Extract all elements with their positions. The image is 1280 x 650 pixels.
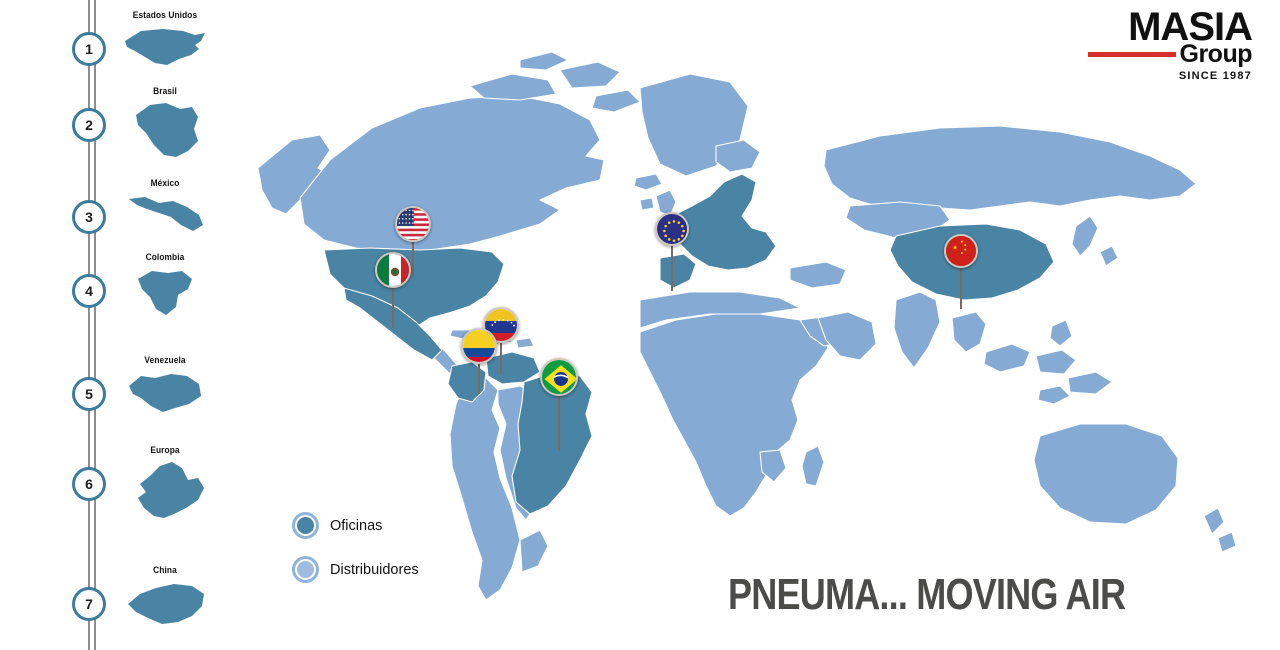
country-shape-china-icon — [110, 578, 220, 630]
pin-stem — [500, 325, 502, 375]
flag-co-icon — [461, 328, 497, 364]
sidebar-item-label: Venezuela — [144, 355, 186, 366]
pin-stem — [558, 377, 560, 451]
legend-dot-distributor — [297, 561, 314, 578]
brand-red-bar — [1087, 52, 1176, 57]
sidebar-item-label: Europa — [150, 445, 180, 456]
flag-ve-icon — [483, 307, 519, 343]
pin-stem — [392, 270, 394, 328]
map-pin-co[interactable] — [461, 328, 497, 394]
flag-br-icon — [540, 358, 578, 396]
timeline-node-6[interactable]: 6 — [72, 467, 106, 501]
map-pin-mx[interactable] — [375, 252, 411, 328]
timeline-node-4[interactable]: 4 — [72, 274, 106, 308]
sidebar-item-label: México — [150, 178, 180, 189]
tagline: PNEUMA... MOVING AIR — [728, 570, 1126, 619]
country-shape-usa-icon — [110, 23, 220, 71]
timeline-node-3[interactable]: 3 — [72, 200, 106, 234]
map-legend: Oficinas Distribuidores — [292, 512, 419, 600]
sidebar-item-brazil[interactable]: Brasil — [110, 86, 220, 161]
map-pin-br[interactable] — [540, 358, 578, 451]
timeline-node-7[interactable]: 7 — [72, 587, 106, 621]
map-pin-eu[interactable] — [655, 212, 689, 291]
pin-stem — [671, 229, 673, 291]
sidebar-item-label: Estados Unidos — [132, 10, 198, 21]
legend-item-oficinas: Oficinas — [292, 512, 419, 539]
timeline-rail — [88, 0, 98, 650]
sidebar-item-label: China — [153, 565, 177, 576]
country-shape-colombia-icon — [110, 265, 220, 317]
map-pin-us[interactable] — [395, 206, 431, 276]
sidebar-item-mexico[interactable]: México — [110, 178, 220, 239]
sidebar-item-europe[interactable]: Europa — [110, 445, 220, 520]
country-shape-venezuela-icon — [110, 368, 220, 418]
legend-label-office: Oficinas — [330, 517, 383, 534]
office-regions — [323, 173, 1055, 515]
timeline-node-5[interactable]: 5 — [72, 377, 106, 411]
country-shape-mexico-icon — [110, 191, 220, 239]
brand-sub: Group — [1179, 40, 1253, 68]
legend-item-distribuidores: Distribuidores — [292, 556, 419, 583]
timeline-node-1[interactable]: 1 — [72, 32, 106, 66]
sidebar-item-label: Brasil — [153, 86, 177, 97]
sidebar-item-label: Colombia — [145, 252, 185, 263]
country-shape-europe-icon — [110, 458, 220, 520]
map-pin-cn[interactable] — [944, 234, 978, 309]
timeline-node-2[interactable]: 2 — [72, 108, 106, 142]
legend-dot-office — [297, 517, 314, 534]
flag-mx-icon — [375, 252, 411, 288]
country-shape-brazil-icon — [110, 99, 220, 161]
sidebar-item-venezuela[interactable]: Venezuela — [110, 355, 220, 418]
pin-stem — [960, 251, 962, 309]
pin-stem — [478, 346, 480, 394]
legend-label-distributor: Distribuidores — [330, 561, 419, 578]
pin-stem — [412, 224, 414, 276]
brand-name: MASIA — [1128, 5, 1253, 49]
flag-us-icon — [395, 206, 431, 242]
brand-logo: MASIA Group SINCE 1987 — [1062, 5, 1253, 82]
sidebar-item-colombia[interactable]: Colombia — [110, 252, 220, 317]
sidebar-item-china[interactable]: China — [110, 565, 220, 630]
legend-marker-distributor — [292, 556, 319, 583]
flag-cn-icon — [944, 234, 978, 268]
map-pin-ve[interactable] — [483, 307, 519, 375]
brand-since: SINCE 1987 — [1178, 70, 1252, 82]
legend-marker-office — [292, 512, 319, 539]
sidebar-item-usa[interactable]: Estados Unidos — [110, 10, 220, 71]
flag-eu-icon — [655, 212, 689, 246]
